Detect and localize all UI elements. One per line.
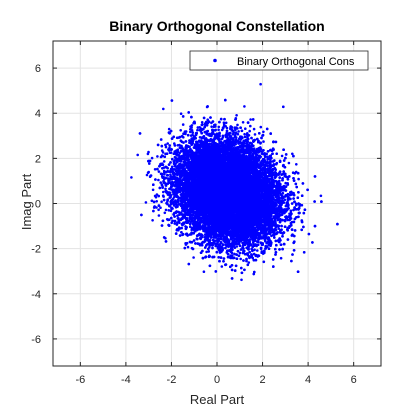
scatter-point xyxy=(160,200,163,203)
scatter-point xyxy=(130,176,133,179)
scatter-point xyxy=(165,146,168,149)
scatter-point xyxy=(159,206,162,209)
scatter-point xyxy=(158,170,161,173)
scatter-point xyxy=(166,142,169,145)
scatter-point xyxy=(170,151,173,154)
scatter-point xyxy=(262,140,265,143)
scatter-point xyxy=(243,105,246,108)
scatter-point xyxy=(237,130,240,133)
scatter-point xyxy=(235,114,238,117)
scatter-point xyxy=(165,209,168,212)
scatter-point xyxy=(159,181,162,184)
scatter-point xyxy=(151,157,154,160)
scatter-point xyxy=(155,200,158,203)
scatter-point xyxy=(217,129,220,132)
scatter-point xyxy=(203,270,206,273)
scatter-point xyxy=(136,154,139,157)
scatter-point xyxy=(157,179,160,182)
scatter-point xyxy=(151,219,154,222)
scatter-point xyxy=(297,178,300,181)
scatter-point xyxy=(218,126,221,129)
scatter-point xyxy=(196,129,199,132)
scatter-point xyxy=(158,214,161,217)
scatter-point xyxy=(192,256,195,259)
scatter-point xyxy=(288,162,291,165)
scatter-point xyxy=(179,129,182,132)
scatter-point xyxy=(187,246,190,249)
scatter-point xyxy=(210,125,213,128)
scatter-point xyxy=(253,128,256,131)
scatter-point xyxy=(182,123,185,126)
scatter-point xyxy=(148,162,151,165)
scatter-point xyxy=(275,152,278,155)
scatter-point xyxy=(242,121,245,124)
scatter-point xyxy=(254,133,257,136)
scatter-point xyxy=(156,155,159,158)
chart-title: Binary Orthogonal Constellation xyxy=(109,18,324,34)
